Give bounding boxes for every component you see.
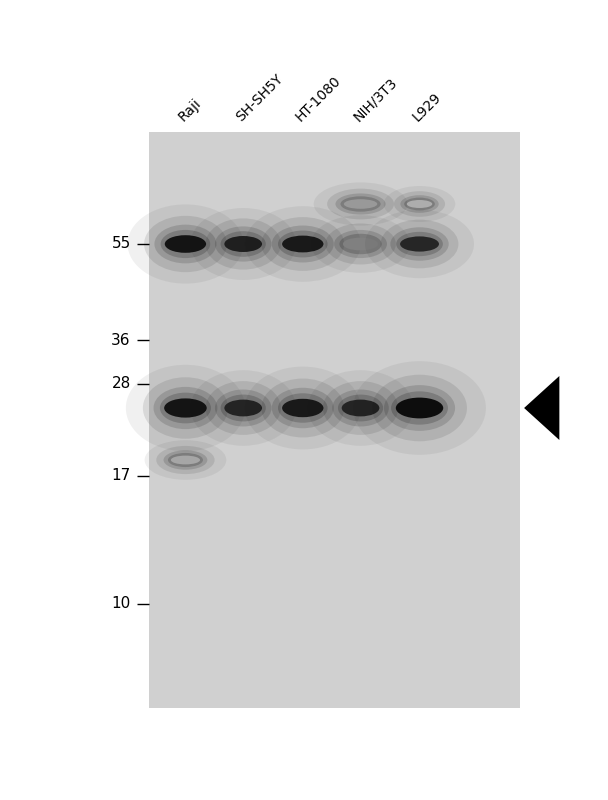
Ellipse shape: [154, 225, 216, 263]
Ellipse shape: [342, 400, 379, 416]
Ellipse shape: [325, 223, 396, 265]
Text: SH-SH5Y: SH-SH5Y: [233, 71, 286, 124]
Ellipse shape: [332, 390, 389, 426]
Ellipse shape: [282, 399, 323, 418]
Ellipse shape: [365, 210, 474, 278]
Ellipse shape: [190, 208, 296, 280]
Ellipse shape: [343, 238, 378, 250]
Ellipse shape: [381, 220, 458, 268]
Ellipse shape: [171, 456, 200, 464]
Ellipse shape: [396, 232, 443, 256]
Ellipse shape: [400, 195, 439, 213]
Ellipse shape: [334, 230, 387, 258]
Ellipse shape: [404, 198, 435, 210]
Ellipse shape: [344, 199, 377, 209]
Ellipse shape: [160, 393, 211, 423]
Ellipse shape: [372, 374, 467, 442]
Ellipse shape: [272, 388, 334, 428]
Ellipse shape: [272, 226, 334, 262]
Ellipse shape: [394, 191, 445, 217]
Ellipse shape: [156, 446, 215, 474]
Polygon shape: [524, 376, 559, 440]
Ellipse shape: [145, 440, 226, 480]
Ellipse shape: [144, 216, 227, 272]
Text: HT-1080: HT-1080: [293, 74, 344, 124]
Ellipse shape: [261, 217, 344, 271]
Ellipse shape: [282, 235, 323, 253]
Ellipse shape: [311, 215, 410, 273]
Text: 10: 10: [111, 597, 131, 611]
Ellipse shape: [165, 235, 206, 253]
Ellipse shape: [245, 206, 361, 282]
Ellipse shape: [245, 366, 361, 450]
Ellipse shape: [168, 453, 203, 467]
Ellipse shape: [338, 394, 383, 422]
Ellipse shape: [215, 390, 272, 426]
Ellipse shape: [221, 231, 266, 257]
Ellipse shape: [336, 194, 385, 214]
Ellipse shape: [278, 394, 328, 422]
Ellipse shape: [407, 200, 432, 208]
Ellipse shape: [206, 218, 281, 270]
Ellipse shape: [314, 182, 407, 226]
Ellipse shape: [215, 226, 272, 262]
Ellipse shape: [206, 381, 281, 435]
Ellipse shape: [261, 378, 344, 438]
Text: 28: 28: [111, 377, 131, 391]
Ellipse shape: [128, 204, 243, 284]
Ellipse shape: [327, 189, 394, 219]
Ellipse shape: [164, 398, 207, 418]
Ellipse shape: [164, 450, 207, 470]
Ellipse shape: [340, 196, 381, 212]
Text: 17: 17: [111, 469, 131, 483]
Ellipse shape: [224, 236, 262, 252]
Ellipse shape: [396, 398, 443, 418]
Ellipse shape: [126, 365, 245, 451]
Ellipse shape: [190, 370, 296, 446]
Ellipse shape: [353, 362, 486, 454]
Ellipse shape: [400, 237, 439, 251]
Ellipse shape: [308, 370, 413, 446]
Text: 55: 55: [111, 237, 131, 251]
Ellipse shape: [143, 378, 228, 438]
Text: 36: 36: [111, 333, 131, 347]
Ellipse shape: [278, 230, 328, 258]
Ellipse shape: [161, 230, 210, 258]
Text: L929: L929: [410, 90, 444, 124]
Ellipse shape: [384, 186, 455, 222]
Ellipse shape: [221, 394, 266, 422]
Ellipse shape: [384, 385, 455, 431]
Ellipse shape: [153, 387, 218, 429]
Ellipse shape: [323, 381, 398, 435]
Text: Raji: Raji: [176, 96, 204, 124]
Ellipse shape: [391, 391, 448, 425]
Bar: [149, 132, 520, 708]
Text: NIH/3T3: NIH/3T3: [351, 75, 399, 124]
Ellipse shape: [224, 400, 262, 416]
Ellipse shape: [390, 227, 449, 261]
Ellipse shape: [339, 234, 382, 254]
